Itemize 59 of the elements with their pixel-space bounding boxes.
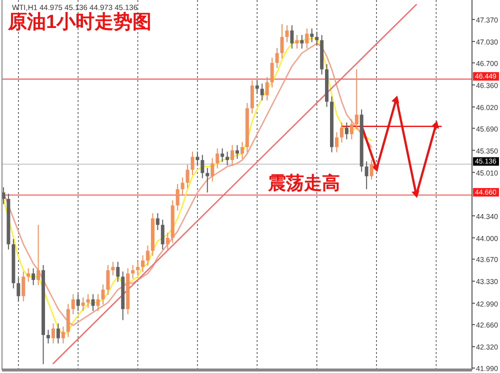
candlestick xyxy=(236,144,239,160)
candlestick xyxy=(290,24,294,50)
candlestick xyxy=(26,268,30,282)
candlestick xyxy=(141,254,144,273)
candlestick xyxy=(61,326,65,344)
candlestick xyxy=(344,122,348,140)
candlestick xyxy=(156,212,160,231)
candlestick xyxy=(22,271,26,302)
candlestick xyxy=(81,296,85,312)
candlestick xyxy=(101,284,105,306)
candlestick xyxy=(131,264,135,280)
candlestick xyxy=(364,160,368,190)
candlestick xyxy=(51,322,55,344)
candlestick xyxy=(206,167,210,193)
candlestick xyxy=(166,232,170,250)
annotation: 震荡走高 xyxy=(267,173,340,193)
candlestick xyxy=(46,329,50,344)
candlestick xyxy=(226,151,230,166)
candlestick xyxy=(71,294,75,315)
candlestick xyxy=(190,151,194,176)
candlestick xyxy=(96,294,100,312)
candlestick xyxy=(111,261,115,276)
candlestick xyxy=(146,245,150,266)
candlestick xyxy=(280,23,284,59)
candlestick xyxy=(275,47,279,69)
candlestick xyxy=(186,164,190,188)
candlestick xyxy=(220,148,224,162)
candlestick xyxy=(86,294,90,308)
candlestick xyxy=(200,154,204,179)
candlestick xyxy=(285,24,289,43)
candlestick xyxy=(32,268,36,286)
candlestick xyxy=(250,80,254,114)
candlestick xyxy=(370,160,374,180)
candlestick xyxy=(66,303,70,338)
candlestick xyxy=(240,141,244,160)
text: 原油1小时走势图 xyxy=(7,11,152,33)
candlestick xyxy=(91,294,95,312)
candlestick xyxy=(106,264,110,296)
candlestick xyxy=(260,83,264,101)
candlestick xyxy=(354,68,358,130)
candlestick xyxy=(136,261,140,276)
candlestick xyxy=(116,261,120,282)
candlestick xyxy=(295,34,299,50)
candlestick xyxy=(350,118,354,140)
candlestick xyxy=(305,28,309,50)
candlestick xyxy=(180,177,184,195)
candlestick xyxy=(230,144,234,166)
candlestick xyxy=(310,28,314,43)
candlestick xyxy=(265,76,269,101)
candlestick xyxy=(56,322,60,344)
candlestick xyxy=(334,132,338,153)
candlestick xyxy=(176,184,180,212)
candlestick xyxy=(340,122,344,144)
candlestick xyxy=(36,224,40,286)
candlestick xyxy=(210,158,214,182)
candlestick xyxy=(300,34,304,50)
candlestick xyxy=(216,148,220,169)
candlestick xyxy=(270,57,274,88)
candlestick xyxy=(160,219,164,250)
